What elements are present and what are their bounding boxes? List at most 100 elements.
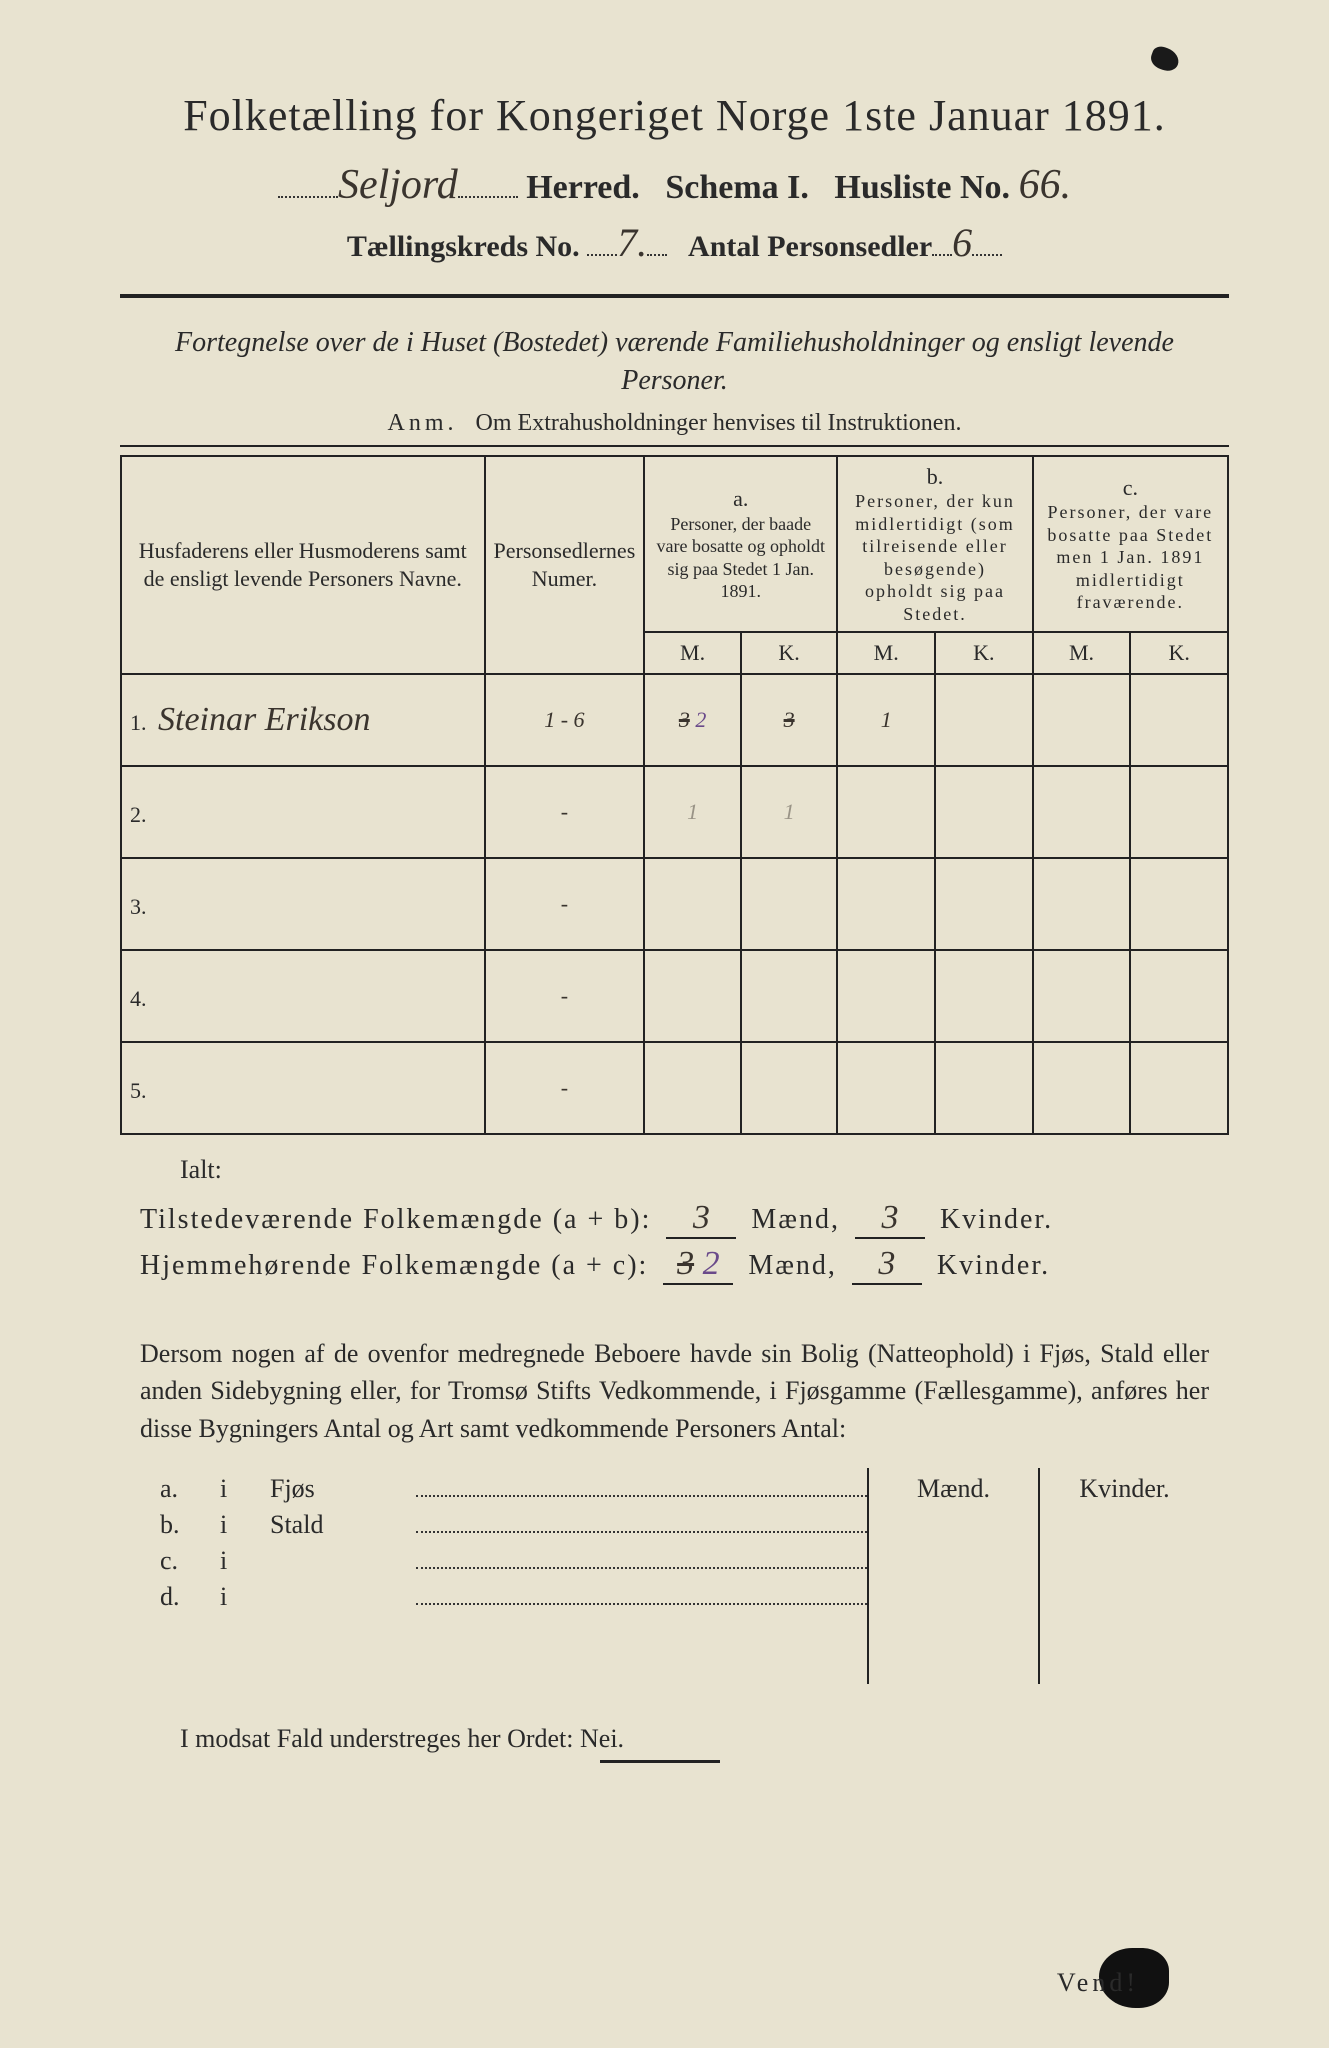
totals-line-1: Tilstedeværende Folkemængde (a + b): 3 M… bbox=[140, 1199, 1229, 1239]
table-row: 2. -11 bbox=[121, 766, 1228, 858]
vend-label: Vend! bbox=[1057, 1968, 1139, 1998]
cell-value bbox=[741, 1042, 837, 1134]
th-name: Husfaderens eller Husmoderens samt de en… bbox=[121, 456, 485, 674]
building-table: a.iFjøsb.iStaldc.id.i Mænd. Kvinder. bbox=[160, 1468, 1209, 1684]
tot1-k: 3 bbox=[855, 1199, 925, 1239]
cell-value bbox=[1130, 1042, 1228, 1134]
group-b-text: Personer, der kun midlertidigt (som tilr… bbox=[846, 490, 1023, 625]
cell-value bbox=[1033, 1042, 1131, 1134]
cell-value bbox=[935, 766, 1033, 858]
cell-value bbox=[741, 950, 837, 1042]
antal-label: Antal Personsedler bbox=[688, 230, 932, 263]
building-row: c.i bbox=[160, 1546, 867, 1576]
table-row: 3. - bbox=[121, 858, 1228, 950]
footer-text: I modsat Fald understreges her Ordet: Ne… bbox=[180, 1724, 624, 1753]
cell-value bbox=[837, 858, 935, 950]
cell-value bbox=[1033, 766, 1131, 858]
maend-label-2: Mænd, bbox=[748, 1250, 837, 1281]
anm-label: Anm. bbox=[388, 410, 458, 436]
group-b-tag: b. bbox=[846, 463, 1023, 491]
th-b-m: M. bbox=[837, 632, 935, 674]
cell-name: 4. bbox=[121, 950, 485, 1042]
page-title: Folketælling for Kongeriget Norge 1ste J… bbox=[120, 90, 1229, 141]
kreds-label: Tællingskreds No. bbox=[347, 230, 580, 263]
cell-value bbox=[935, 1042, 1033, 1134]
cell-value bbox=[1130, 674, 1228, 766]
cell-value: 3 bbox=[741, 674, 837, 766]
husliste-no-hand: 66. bbox=[1019, 162, 1072, 208]
footer-line: I modsat Fald understreges her Ordet: Ne… bbox=[180, 1724, 1229, 1763]
th-name-text: Husfaderens eller Husmoderens samt de en… bbox=[139, 538, 467, 591]
cell-value: 1 bbox=[644, 766, 741, 858]
tot2-m-over: 2 bbox=[703, 1245, 720, 1282]
totals-line-2: Hjemmehørende Folkemængde (a + c): 3 2 M… bbox=[140, 1245, 1229, 1285]
ink-blot-top bbox=[1148, 44, 1182, 74]
tot2-m: 3 2 bbox=[663, 1245, 733, 1285]
cell-num: - bbox=[485, 858, 645, 950]
anm-line: Anm. Om Extrahusholdninger henvises til … bbox=[120, 410, 1229, 437]
anm-text: Om Extrahusholdninger henvises til Instr… bbox=[476, 410, 962, 436]
tot2-k: 3 bbox=[852, 1245, 922, 1285]
th-c-m: M. bbox=[1033, 632, 1131, 674]
cell-value bbox=[837, 766, 935, 858]
cell-name: 1. Steinar Erikson bbox=[121, 674, 485, 766]
building-rows: a.iFjøsb.iStaldc.id.i bbox=[160, 1468, 867, 1684]
cell-value bbox=[935, 858, 1033, 950]
kvinder-label-2: Kvinder. bbox=[937, 1250, 1050, 1281]
nei-underline bbox=[600, 1760, 720, 1763]
kvinder-label: Kvinder. bbox=[940, 1204, 1053, 1235]
th-c-k: K. bbox=[1130, 632, 1228, 674]
form-description: Fortegnelse over de i Huset (Bostedet) v… bbox=[160, 324, 1189, 400]
cell-value bbox=[1033, 950, 1131, 1042]
cell-value bbox=[837, 950, 935, 1042]
table-row: 4. - bbox=[121, 950, 1228, 1042]
cell-value bbox=[935, 674, 1033, 766]
tot2-m-strike: 3 bbox=[677, 1245, 694, 1282]
th-b-k: K. bbox=[935, 632, 1033, 674]
cell-value bbox=[1130, 950, 1228, 1042]
building-cols: Mænd. Kvinder. bbox=[867, 1468, 1209, 1684]
maend-label: Mænd, bbox=[751, 1204, 840, 1235]
cell-num: 1 - 6 bbox=[485, 674, 645, 766]
cell-value bbox=[837, 1042, 935, 1134]
cell-value bbox=[1130, 858, 1228, 950]
th-group-b: b. Personer, der kun midlertidigt (som t… bbox=[837, 456, 1032, 633]
cell-num: - bbox=[485, 950, 645, 1042]
divider-thin bbox=[120, 445, 1229, 447]
herred-handwritten: Seljord bbox=[338, 162, 458, 208]
table-row: 5. - bbox=[121, 1042, 1228, 1134]
census-table: Husfaderens eller Husmoderens samt de en… bbox=[120, 455, 1229, 1135]
cell-num: - bbox=[485, 766, 645, 858]
cell-value bbox=[741, 858, 837, 950]
divider bbox=[120, 294, 1229, 298]
th-group-c: c. Personer, der vare bosatte paa Stedet… bbox=[1033, 456, 1228, 633]
cell-value: 1 bbox=[741, 766, 837, 858]
th-num: Personsedlernes Numer. bbox=[485, 456, 645, 674]
tot2-label: Hjemmehørende Folkemængde (a + c): bbox=[140, 1250, 648, 1281]
schema-label: Schema I. bbox=[665, 169, 809, 206]
ialt-label: Ialt: bbox=[180, 1155, 1229, 1185]
table-body: 1. Steinar Erikson1 - 63 2312. -113. -4.… bbox=[121, 674, 1228, 1134]
th-a-m: M. bbox=[644, 632, 741, 674]
building-row: a.iFjøs bbox=[160, 1474, 867, 1504]
cell-value bbox=[644, 950, 741, 1042]
cell-name: 3. bbox=[121, 858, 485, 950]
tot1-label: Tilstedeværende Folkemængde (a + b): bbox=[140, 1204, 651, 1235]
cell-value: 3 2 bbox=[644, 674, 741, 766]
subheader-line-1: Seljord Herred. Schema I. Husliste No. 6… bbox=[120, 161, 1229, 209]
census-form-page: Folketælling for Kongeriget Norge 1ste J… bbox=[0, 0, 1329, 2048]
cell-value bbox=[644, 1042, 741, 1134]
cell-value bbox=[1033, 674, 1131, 766]
col-maend: Mænd. bbox=[869, 1468, 1040, 1684]
subheader-line-2: Tællingskreds No. 7. Antal Personsedler6 bbox=[120, 219, 1229, 266]
th-group-a: a. Personer, der baade vare bosatte og o… bbox=[644, 456, 837, 633]
antal-hand: 6 bbox=[952, 220, 972, 265]
cell-value bbox=[935, 950, 1033, 1042]
group-c-text: Personer, der vare bosatte paa Stedet me… bbox=[1042, 501, 1219, 614]
table-row: 1. Steinar Erikson1 - 63 231 bbox=[121, 674, 1228, 766]
tot1-m: 3 bbox=[666, 1199, 736, 1239]
col-kvinder: Kvinder. bbox=[1040, 1468, 1209, 1684]
cell-name: 2. bbox=[121, 766, 485, 858]
cell-value bbox=[1130, 766, 1228, 858]
building-paragraph: Dersom nogen af de ovenfor medregnede Be… bbox=[140, 1335, 1209, 1448]
